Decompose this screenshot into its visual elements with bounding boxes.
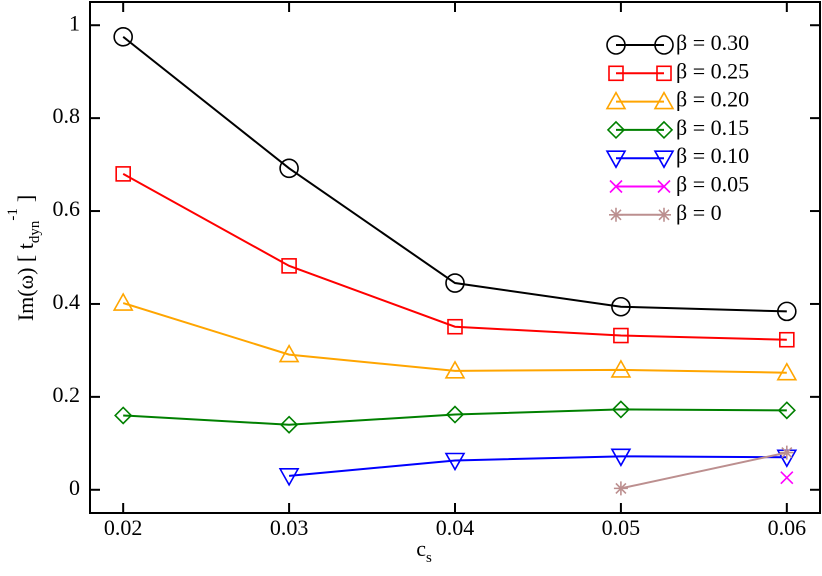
marker xyxy=(115,166,131,182)
marker xyxy=(610,359,632,378)
marker xyxy=(112,292,134,311)
series-line xyxy=(123,408,787,426)
marker xyxy=(611,296,631,317)
marker xyxy=(777,301,797,322)
marker xyxy=(278,468,300,487)
legend-label: β = 0.20 xyxy=(676,87,749,112)
marker xyxy=(610,448,632,467)
series-line xyxy=(288,455,787,477)
marker xyxy=(609,179,623,194)
marker xyxy=(605,150,627,169)
marker xyxy=(444,452,466,472)
marker xyxy=(656,65,672,82)
marker xyxy=(780,471,794,485)
y-label-sup: -1 xyxy=(5,208,21,221)
y-tick-label: 0.6 xyxy=(53,196,81,221)
marker xyxy=(779,331,795,348)
marker xyxy=(776,362,798,381)
marker xyxy=(654,120,674,140)
legend-label: β = 0.10 xyxy=(676,143,749,168)
y-label-main: Im(ω) [ t xyxy=(13,243,38,321)
y-tick-label: 0.4 xyxy=(53,289,81,314)
legend-label: β = 0.30 xyxy=(676,30,749,55)
y-tick-label: 0 xyxy=(69,475,80,500)
marker xyxy=(779,445,794,460)
x-tick-label: 0.06 xyxy=(768,515,807,540)
series-line xyxy=(122,36,787,313)
series-line xyxy=(122,173,787,341)
y-axis-label: Im(ω) [ tdyn -1] xyxy=(5,195,43,321)
x-tick-label: 0.03 xyxy=(270,515,309,540)
y-tick-label: 0.8 xyxy=(53,103,81,128)
marker xyxy=(279,158,299,179)
marker xyxy=(447,318,463,335)
legend-label: β = 0 xyxy=(676,200,722,225)
marker xyxy=(114,406,133,425)
marker xyxy=(613,481,628,496)
legend-label: β = 0.25 xyxy=(676,58,749,83)
y-label-end: ] xyxy=(13,195,38,202)
marker xyxy=(445,405,465,424)
marker xyxy=(608,65,624,82)
marker xyxy=(605,90,627,110)
marker xyxy=(279,415,299,434)
legend-label: β = 0.15 xyxy=(676,115,749,140)
marker xyxy=(606,120,626,140)
marker xyxy=(611,400,631,419)
marker xyxy=(653,150,675,169)
series-line xyxy=(122,302,787,374)
marker xyxy=(657,207,671,222)
x-label-main: c xyxy=(416,536,426,561)
marker xyxy=(445,273,465,293)
legend-label: β = 0.05 xyxy=(676,172,749,197)
marker xyxy=(657,179,671,194)
y-tick-label: 1 xyxy=(69,10,80,35)
x-tick-label: 0.04 xyxy=(436,515,475,540)
marker xyxy=(653,90,675,110)
marker xyxy=(113,27,133,47)
y-tick-label: 0.2 xyxy=(53,382,81,407)
marker xyxy=(281,258,297,274)
x-axis-label: cs xyxy=(416,536,432,566)
series-line xyxy=(620,451,788,490)
y-label-sub: dyn xyxy=(27,220,43,243)
marker xyxy=(777,401,796,420)
marker xyxy=(278,343,300,363)
marker xyxy=(609,207,623,222)
marker xyxy=(606,35,626,55)
x-tick-label: 0.05 xyxy=(602,515,641,540)
marker xyxy=(654,35,674,55)
marker xyxy=(444,360,466,379)
marker xyxy=(613,327,629,344)
x-tick-label: 0.02 xyxy=(104,515,143,540)
x-label-sub: s xyxy=(426,550,432,566)
